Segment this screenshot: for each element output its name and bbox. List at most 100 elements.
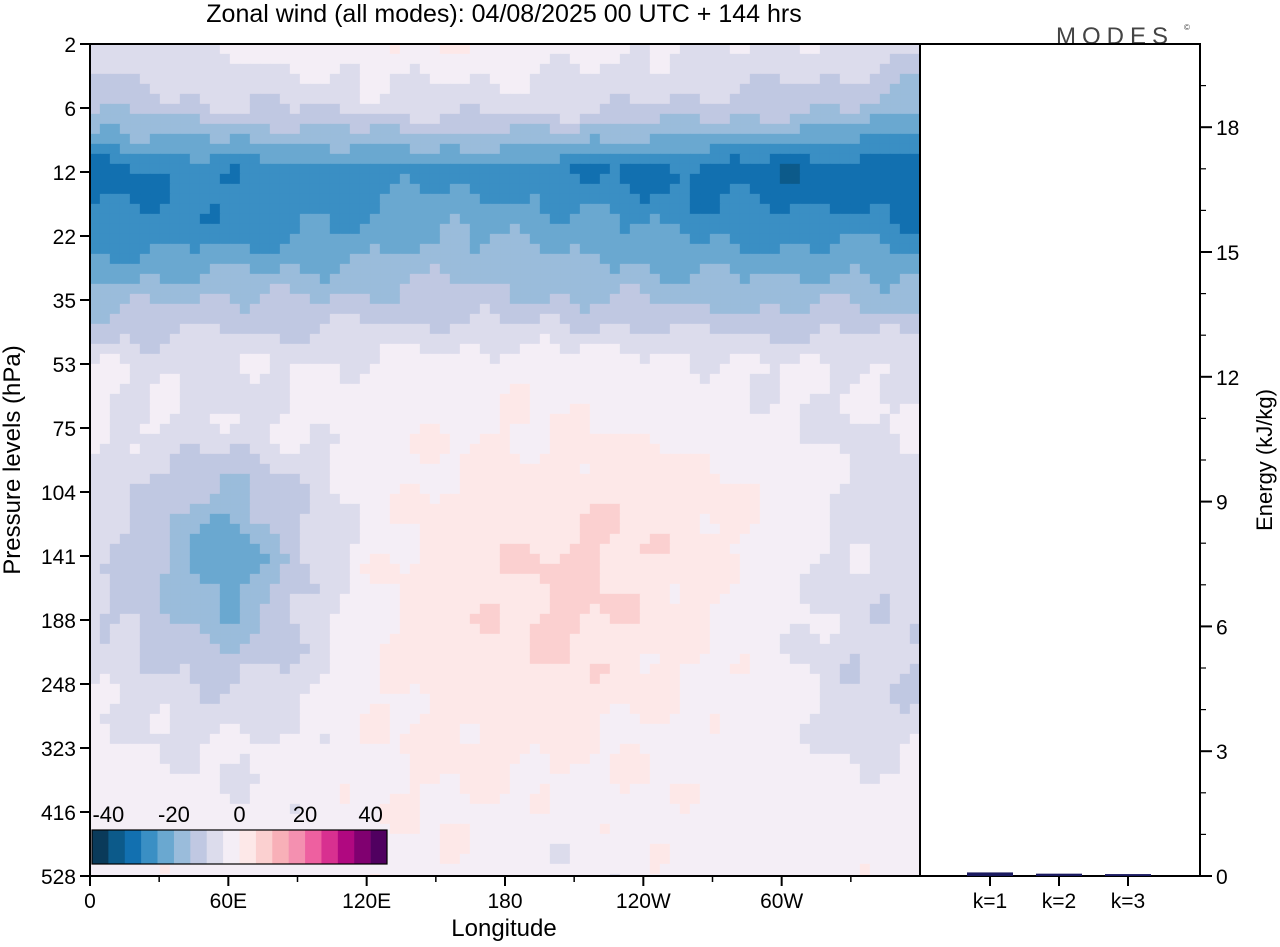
heatmap-cell [239, 343, 251, 355]
heatmap-cell [719, 533, 731, 545]
heatmap-cell [569, 583, 581, 595]
heatmap-cell [349, 483, 361, 495]
heatmap-cell [449, 123, 461, 135]
heatmap-cell [639, 573, 651, 585]
heatmap-cell [889, 363, 901, 375]
heatmap-cell [649, 343, 661, 355]
heatmap-cell [689, 233, 701, 245]
heatmap-cell [659, 333, 671, 345]
heatmap-cell [149, 443, 161, 455]
heatmap-cell [89, 183, 101, 195]
heatmap-cell [779, 383, 791, 395]
heatmap-cell [309, 283, 321, 295]
heatmap-cell [259, 323, 271, 335]
heatmap-cell [419, 123, 431, 135]
heatmap-cell [709, 133, 721, 145]
heatmap-cell [289, 303, 301, 315]
heatmap-cell [899, 363, 911, 375]
heatmap-cell [259, 533, 271, 545]
heatmap-cell [659, 143, 671, 155]
heatmap-cell [839, 613, 851, 625]
heatmap-cell [539, 123, 551, 135]
heatmap-cell [619, 493, 631, 505]
heatmap-cell [859, 373, 871, 385]
heatmap-cell [769, 63, 781, 75]
heatmap-cell [379, 583, 391, 595]
heatmap-cell [719, 163, 731, 175]
heatmap-cell [439, 453, 451, 465]
heatmap-cell [549, 103, 561, 115]
heatmap-cell [279, 163, 291, 175]
heatmap-cell [799, 403, 811, 415]
heatmap-cell [859, 393, 871, 405]
heatmap-cell [579, 63, 591, 75]
heatmap-cell [509, 243, 521, 255]
heatmap-cell [179, 233, 191, 245]
heatmap-cell [549, 163, 561, 175]
heatmap-cell [749, 413, 761, 425]
heatmap-cell [849, 473, 861, 485]
heatmap-cell [739, 513, 751, 525]
heatmap-cell [669, 453, 681, 465]
heatmap-cell [379, 493, 391, 505]
heatmap-cell [109, 633, 121, 645]
heatmap-cell [769, 273, 781, 285]
heatmap-cell [239, 493, 251, 505]
heatmap-cell [609, 43, 621, 55]
heatmap-cell [259, 473, 271, 485]
heatmap-cell [849, 483, 861, 495]
heatmap-cell [329, 173, 341, 185]
heatmap-cell [329, 633, 341, 645]
heatmap-cell [229, 73, 241, 85]
heatmap-cell [369, 53, 381, 65]
heatmap-cell [489, 483, 501, 495]
heatmap-cell [319, 363, 331, 375]
heatmap-cell [639, 463, 651, 475]
heatmap-cell [859, 613, 871, 625]
heatmap-cell [909, 283, 921, 295]
heatmap-cell [509, 153, 521, 165]
heatmap-cell [139, 383, 151, 395]
heatmap-cell [609, 263, 621, 275]
heatmap-cell [119, 483, 131, 495]
heatmap-cell [439, 463, 451, 475]
heatmap-cell [779, 343, 791, 355]
heatmap-cell [639, 293, 651, 305]
heatmap-cell [339, 503, 351, 515]
heatmap-cell [759, 593, 771, 605]
heatmap-cell [419, 393, 431, 405]
heatmap-cell [549, 613, 561, 625]
heatmap-cell [269, 583, 281, 595]
heatmap-cell [469, 343, 481, 355]
heatmap-cell [199, 43, 211, 55]
heatmap-cell [219, 403, 231, 415]
heatmap-cell [629, 443, 641, 455]
heatmap-cell [509, 383, 521, 395]
heatmap-cell [139, 143, 151, 155]
heatmap-cell [439, 83, 451, 95]
heatmap-cell [829, 533, 841, 545]
heatmap-cell [309, 133, 321, 145]
heatmap-cell [199, 463, 211, 475]
heatmap-cell [749, 403, 761, 415]
heatmap-cell [609, 143, 621, 155]
heatmap-cell [379, 363, 391, 375]
heatmap-cell [619, 53, 631, 65]
heatmap-cell [379, 293, 391, 305]
heatmap-cell [509, 523, 521, 535]
heatmap-cell [719, 273, 731, 285]
heatmap-cell [839, 333, 851, 345]
heatmap-cell [599, 603, 611, 615]
heatmap-cell [489, 343, 501, 355]
heatmap-cell [559, 63, 571, 75]
heatmap-cell [739, 363, 751, 375]
heatmap-cell [499, 133, 511, 145]
heatmap-cell [409, 343, 421, 355]
heatmap-cell [719, 53, 731, 65]
heatmap-cell [879, 583, 891, 595]
heatmap-cell [389, 253, 401, 265]
heatmap-cell [819, 603, 831, 615]
heatmap-cell [389, 203, 401, 215]
heatmap-cell [589, 83, 601, 95]
